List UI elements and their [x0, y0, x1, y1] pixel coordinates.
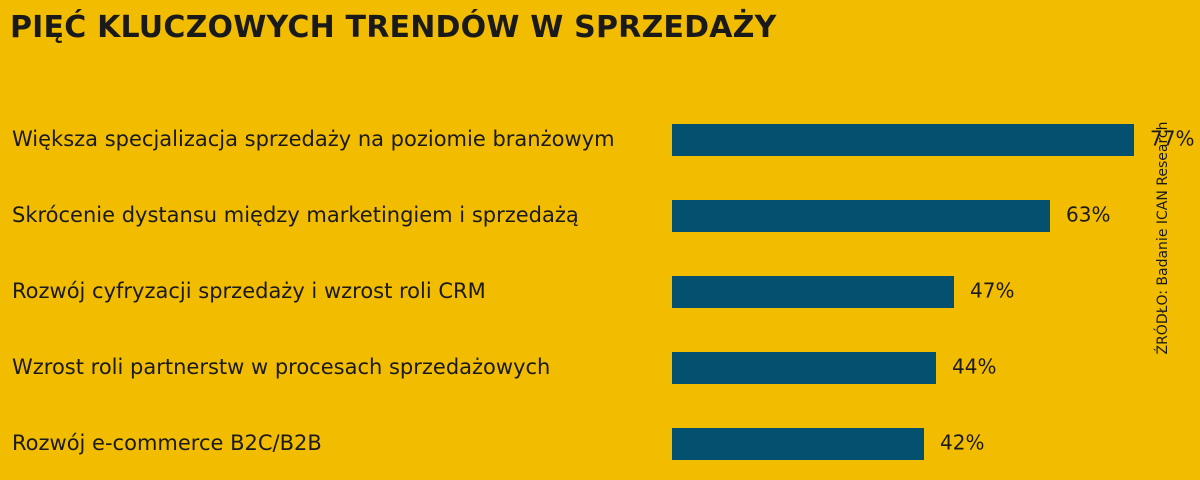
- value-label: 42%: [940, 431, 984, 455]
- bar: [672, 276, 954, 308]
- category-label: Większa specjalizacja sprzedaży na pozio…: [12, 127, 615, 151]
- source-text: ŹRÓDŁO: Badanie ICAN Research: [1155, 121, 1171, 355]
- bar: [672, 428, 924, 460]
- category-label: Skrócenie dystansu między marketingiem i…: [12, 203, 579, 227]
- value-label: 63%: [1066, 203, 1110, 227]
- value-label: 77%: [1150, 127, 1194, 151]
- bar: [672, 124, 1134, 156]
- bar: [672, 200, 1050, 232]
- bar: [672, 352, 936, 384]
- category-label: Wzrost roli partnerstw w procesach sprze…: [12, 355, 550, 379]
- category-label: Rozwój e-commerce B2C/B2B: [12, 431, 322, 455]
- category-label: Rozwój cyfryzacji sprzedaży i wzrost rol…: [12, 279, 486, 303]
- value-label: 44%: [952, 355, 996, 379]
- value-label: 47%: [970, 279, 1014, 303]
- chart-title: PIĘĆ KLUCZOWYCH TRENDÓW W SPRZEDAŻY: [10, 10, 777, 45]
